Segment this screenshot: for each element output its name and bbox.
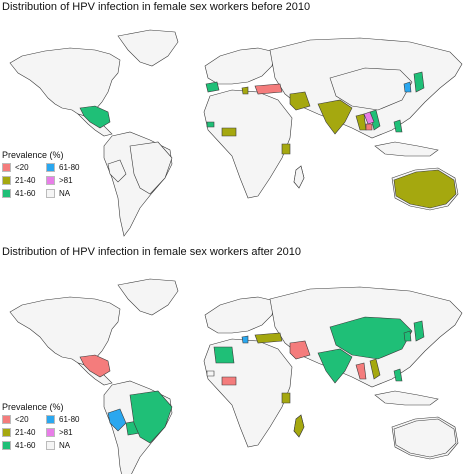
map-panel-before-2010: Distribution of HPV infection in female … [2,1,463,237]
country-mexico [79,105,111,129]
country-cambodia [365,123,373,131]
legend-label: 61-80 [59,162,80,172]
country-china [329,316,413,360]
country-vietnam [369,358,381,380]
legend-label: <20 [15,162,29,172]
landmass-europe [204,47,276,85]
legend-title: Prevalence (%) [2,402,64,412]
country-iran [289,91,311,111]
legend-title: Prevalence (%) [2,150,64,160]
country-madagascar [293,165,305,189]
legend-item: <20 [2,414,46,424]
legend-label: >81 [59,427,73,437]
legend-label: 41-60 [15,440,36,450]
legend-swatch [2,427,11,437]
legend-label: 21-40 [15,427,36,437]
landmass-north-america [9,296,121,366]
world-map [9,29,463,237]
country-brazil [129,141,173,195]
country-australia [393,169,457,209]
legend-swatch [2,440,11,450]
legend: Prevalence (%) <20 61-80 21-40 >81 41-60… [2,402,90,450]
legend-item: >81 [46,427,90,437]
country-laos [363,111,375,125]
legend-swatch [46,414,55,424]
country-west-africa [221,376,237,386]
map-title: Distribution of HPV infection in female … [2,246,301,258]
country-japan [413,320,425,342]
country-vietnam [369,109,381,131]
country-brazil [129,390,173,444]
country-greece [241,335,249,344]
legend-label: NA [59,440,71,450]
legend-label: 21-40 [15,175,36,185]
country-senegal [206,370,215,377]
landmass-europe [204,296,276,334]
landmass-north-america [9,47,121,117]
legend-item: >81 [46,175,90,185]
map-title: Distribution of HPV infection in female … [2,1,311,13]
legend-label: <20 [15,414,29,424]
map-panel-after-2010: Distribution of HPV infection in female … [0,237,474,474]
country-greece [241,86,249,95]
country-thailand [355,362,367,380]
legend-swatch [46,440,55,450]
country-philippines [393,368,403,382]
legend-swatch [46,188,55,198]
country-india [317,348,353,384]
country-madagascar [293,414,305,438]
country-spain [205,81,220,93]
country-turkey [254,83,283,95]
legend-swatch [46,427,55,437]
country-australia [393,418,457,458]
legend-item: 21-40 [2,427,46,437]
country-senegal [206,121,215,128]
legend-item: 61-80 [46,162,90,172]
landmass-greenland [117,29,179,67]
legend-swatch [2,175,11,185]
legend-item: 61-80 [46,414,90,424]
country-peru [107,408,127,432]
legend-item: 41-60 [2,440,46,450]
legend-item: NA [46,440,90,450]
legend: Prevalence (%) <20 61-80 21-40 >81 41-60… [2,150,90,198]
legend-item: 41-60 [2,188,46,198]
country-peru [107,159,127,183]
country-philippines [393,119,403,133]
legend-swatch [46,162,55,172]
legend-label: 41-60 [15,188,36,198]
landmass-indonesia [374,141,439,157]
country-algeria [213,346,235,364]
country-mexico [79,354,111,378]
country-kenya [281,143,291,155]
legend-label: NA [59,188,71,198]
landmass-africa [203,89,293,199]
country-west-africa [221,127,237,137]
landmass-greenland [117,278,179,316]
world-map [9,278,463,474]
country-korea [403,81,412,93]
legend-item: NA [46,188,90,198]
legend-label: >81 [59,175,73,185]
legend-label: 61-80 [59,414,80,424]
country-india [317,99,353,135]
legend-item: 21-40 [2,175,46,185]
country-japan [413,71,425,93]
landmass-africa [203,338,293,448]
legend-swatch [2,414,11,424]
country-kenya [281,392,291,404]
country-iran [289,340,311,360]
legend-swatch [2,162,11,172]
landmass-indonesia [374,390,439,406]
legend-swatch [46,175,55,185]
legend-swatch [2,188,11,198]
country-china [329,67,413,111]
legend-item: <20 [2,162,46,172]
country-turkey [254,332,283,344]
country-korea [403,330,412,342]
